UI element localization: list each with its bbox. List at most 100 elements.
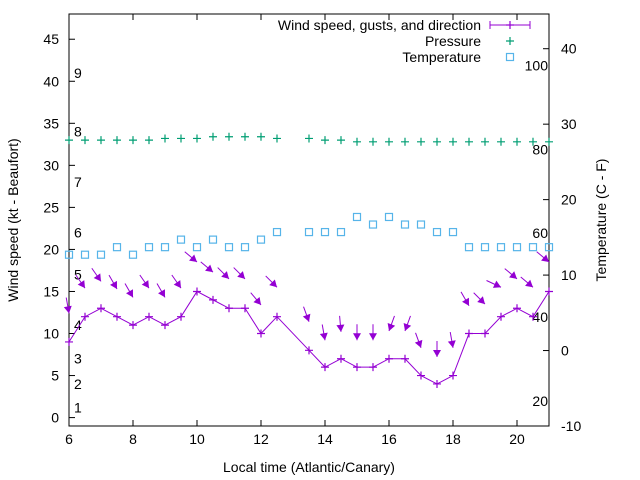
temperature-point	[480, 243, 490, 252]
gust-direction-arrow	[520, 276, 534, 288]
y-tick-label: 25	[43, 199, 59, 215]
y-tick-label: 0	[51, 410, 59, 426]
gust-direction-arrow	[504, 268, 518, 280]
temperature-point	[96, 250, 106, 259]
y-tick-label: 45	[43, 31, 59, 47]
pressure-point	[305, 134, 313, 143]
gust-direction-arrow	[250, 292, 262, 306]
wind-speed-point	[193, 287, 201, 296]
y2-axis-label: Temperature (C - F)	[593, 159, 609, 282]
gust-direction-arrow	[139, 274, 150, 289]
temperature-point	[384, 212, 394, 222]
arrow-head	[302, 313, 311, 322]
wind-speed-point	[129, 321, 137, 330]
gust-direction-arrow	[63, 297, 72, 314]
arrow-head	[403, 323, 412, 331]
y-tick-label: 15	[43, 283, 59, 299]
pressure-point	[481, 137, 489, 146]
y-tick-label: 30	[43, 157, 59, 173]
gust-direction-arrow	[233, 267, 246, 280]
temperature-point	[160, 243, 170, 252]
x-tick-label: 8	[129, 431, 137, 447]
temperature-point	[240, 243, 250, 252]
temperature-point	[64, 250, 74, 259]
legend-wind-label: Wind speed, gusts, and direction	[278, 17, 481, 33]
beaufort-label: 8	[74, 124, 82, 140]
temperature-point	[352, 212, 362, 222]
beaufort-label: 4	[74, 317, 82, 333]
temperature-point	[192, 243, 202, 252]
beaufort-label: 9	[74, 65, 82, 81]
arrow-head	[525, 279, 533, 288]
temperature-point	[448, 227, 458, 237]
arrow-head	[141, 280, 149, 289]
wind-speed-point	[225, 304, 233, 313]
fahrenheit-label: 20	[532, 393, 548, 409]
wind-speed-point	[369, 363, 377, 372]
wind-speed-point	[385, 354, 393, 363]
y-tick-label: 5	[51, 368, 59, 384]
arrow-head	[477, 296, 485, 305]
legend-wind-marker	[506, 21, 514, 29]
arrow-head	[541, 254, 549, 263]
x-tick-label: 10	[189, 431, 205, 447]
temperature-point	[496, 243, 506, 252]
beaufort-label: 1	[74, 400, 82, 416]
wind-speed-point	[353, 363, 361, 372]
pressure-point	[81, 136, 89, 145]
temperature-point	[528, 243, 538, 252]
gust-direction-arrow	[353, 324, 361, 341]
wind-speed-point	[209, 295, 217, 304]
wind-speed-point	[145, 312, 153, 321]
pressure-point	[433, 137, 441, 146]
pressure-point	[337, 136, 345, 145]
x-axis-label: Local time (Atlantic/Canary)	[223, 459, 395, 475]
temperature-point	[400, 220, 410, 229]
arrow-head	[173, 280, 181, 289]
beaufort-label: 7	[74, 174, 82, 190]
gust-direction-arrow	[414, 332, 423, 348]
pressure-point	[177, 134, 185, 143]
gust-direction-arrow	[536, 251, 550, 263]
arrow-head	[189, 254, 197, 263]
temperature-point	[112, 243, 122, 252]
arrow-head	[509, 271, 517, 279]
beaufort-label: 2	[74, 376, 82, 392]
fahrenheit-label: 40	[532, 309, 548, 325]
wind-speed-point	[433, 379, 441, 388]
temperature-point	[176, 235, 186, 244]
temperature-point	[416, 220, 426, 229]
arrow-head	[221, 271, 229, 279]
pressure-point	[401, 137, 409, 146]
arrow-head	[353, 333, 361, 341]
x-tick-label: 6	[65, 431, 73, 447]
wind-speed-point	[321, 363, 329, 372]
pressure-point	[209, 132, 217, 141]
y-axis-label: Wind speed (kt - Beaufort)	[5, 138, 21, 301]
arrow-head	[93, 273, 101, 282]
arrow-head	[110, 280, 117, 289]
gust-direction-arrow	[319, 324, 328, 341]
plot-border	[68, 13, 550, 427]
wind-speed-point	[161, 321, 169, 330]
gust-direction-arrow	[447, 331, 456, 348]
gust-direction-arrow	[75, 274, 86, 289]
legend: Wind speed, gusts, and direction Pressur…	[278, 17, 531, 65]
temperature-point	[368, 220, 378, 229]
legend-pressure-label: Pressure	[425, 33, 481, 49]
pressure-point	[129, 136, 137, 145]
pressure-point	[417, 137, 425, 146]
y-tick-label: 35	[43, 115, 59, 131]
temperature-point	[432, 227, 442, 237]
y-tick-label: 10	[43, 326, 59, 342]
wind-speed-point	[257, 329, 265, 338]
gust-direction-arrow	[171, 274, 182, 289]
wind-speed-point	[497, 312, 505, 321]
wind-speed-point	[113, 312, 121, 321]
gust-direction-arrow	[433, 341, 441, 358]
temperature-point	[320, 227, 330, 237]
legend-temperature-marker	[505, 52, 515, 62]
x-tick-label: 12	[253, 431, 269, 447]
x-tick-label: 18	[445, 431, 461, 447]
pressure-point	[353, 137, 361, 146]
